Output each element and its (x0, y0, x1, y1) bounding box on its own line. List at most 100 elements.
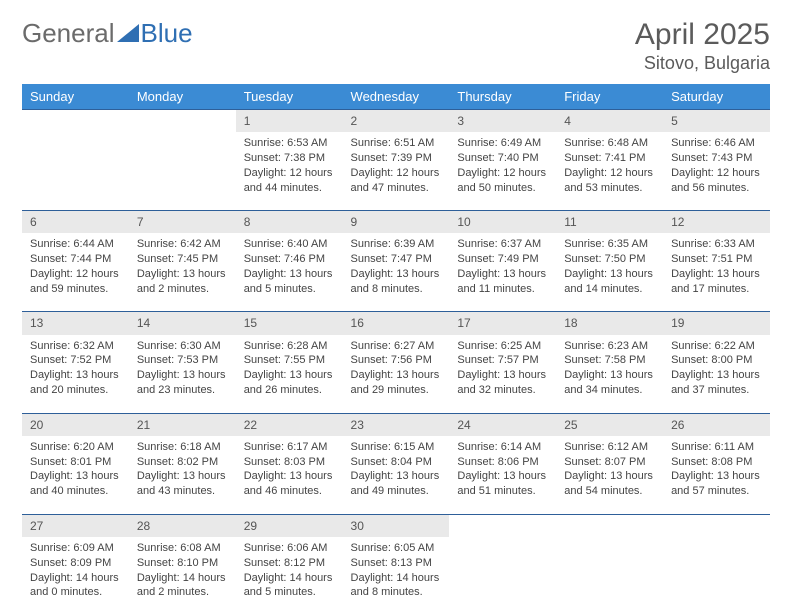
day-details: Sunrise: 6:14 AMSunset: 8:06 PMDaylight:… (449, 436, 556, 514)
sunset-text: Sunset: 7:57 PM (457, 353, 548, 368)
sunset-text: Sunset: 7:39 PM (351, 151, 442, 166)
page-title: April 2025 (635, 18, 770, 51)
weekday-header: Friday (556, 84, 663, 110)
daylight-text: Daylight: 13 hours and 49 minutes. (351, 469, 442, 499)
day-number: 16 (343, 312, 450, 334)
day-number: 11 (556, 211, 663, 233)
day-number: 1 (236, 110, 343, 132)
sunset-text: Sunset: 8:09 PM (30, 556, 121, 571)
daylight-text: Daylight: 13 hours and 20 minutes. (30, 368, 121, 398)
sunrise-text: Sunrise: 6:18 AM (137, 440, 228, 455)
calendar-cell-empty (22, 110, 129, 211)
sunrise-text: Sunrise: 6:06 AM (244, 541, 335, 556)
day-details: Sunrise: 6:53 AMSunset: 7:38 PMDaylight:… (236, 132, 343, 210)
location: Sitovo, Bulgaria (635, 53, 770, 74)
sunrise-text: Sunrise: 6:48 AM (564, 136, 655, 151)
sunset-text: Sunset: 7:56 PM (351, 353, 442, 368)
header-right: April 2025 Sitovo, Bulgaria (635, 18, 770, 74)
weekday-header: Tuesday (236, 84, 343, 110)
sunset-text: Sunset: 7:43 PM (671, 151, 762, 166)
sunset-text: Sunset: 7:41 PM (564, 151, 655, 166)
sunrise-text: Sunrise: 6:40 AM (244, 237, 335, 252)
logo: General Blue (22, 18, 193, 49)
day-details: Sunrise: 6:44 AMSunset: 7:44 PMDaylight:… (22, 233, 129, 311)
day-details: Sunrise: 6:49 AMSunset: 7:40 PMDaylight:… (449, 132, 556, 210)
sunrise-text: Sunrise: 6:20 AM (30, 440, 121, 455)
day-number: 8 (236, 211, 343, 233)
sunrise-text: Sunrise: 6:39 AM (351, 237, 442, 252)
day-details: Sunrise: 6:28 AMSunset: 7:55 PMDaylight:… (236, 335, 343, 413)
calendar-cell: 22Sunrise: 6:17 AMSunset: 8:03 PMDayligh… (236, 413, 343, 514)
calendar-row: 13Sunrise: 6:32 AMSunset: 7:52 PMDayligh… (22, 312, 770, 413)
day-number: 17 (449, 312, 556, 334)
day-number: 22 (236, 414, 343, 436)
day-number: 4 (556, 110, 663, 132)
calendar-header-row: SundayMondayTuesdayWednesdayThursdayFrid… (22, 84, 770, 110)
day-details: Sunrise: 6:51 AMSunset: 7:39 PMDaylight:… (343, 132, 450, 210)
day-details: Sunrise: 6:17 AMSunset: 8:03 PMDaylight:… (236, 436, 343, 514)
sunset-text: Sunset: 7:45 PM (137, 252, 228, 267)
day-details: Sunrise: 6:32 AMSunset: 7:52 PMDaylight:… (22, 335, 129, 413)
sunrise-text: Sunrise: 6:27 AM (351, 339, 442, 354)
day-number: 26 (663, 414, 770, 436)
day-number: 5 (663, 110, 770, 132)
day-number: 15 (236, 312, 343, 334)
calendar-cell: 28Sunrise: 6:08 AMSunset: 8:10 PMDayligh… (129, 514, 236, 615)
daylight-text: Daylight: 13 hours and 5 minutes. (244, 267, 335, 297)
sunset-text: Sunset: 8:08 PM (671, 455, 762, 470)
sunrise-text: Sunrise: 6:12 AM (564, 440, 655, 455)
sunset-text: Sunset: 8:03 PM (244, 455, 335, 470)
sunrise-text: Sunrise: 6:05 AM (351, 541, 442, 556)
weekday-header: Wednesday (343, 84, 450, 110)
calendar-cell: 9Sunrise: 6:39 AMSunset: 7:47 PMDaylight… (343, 211, 450, 312)
weekday-header: Sunday (22, 84, 129, 110)
sunset-text: Sunset: 8:00 PM (671, 353, 762, 368)
sunset-text: Sunset: 8:10 PM (137, 556, 228, 571)
day-number: 13 (22, 312, 129, 334)
calendar-cell: 30Sunrise: 6:05 AMSunset: 8:13 PMDayligh… (343, 514, 450, 615)
day-details: Sunrise: 6:20 AMSunset: 8:01 PMDaylight:… (22, 436, 129, 514)
sunrise-text: Sunrise: 6:28 AM (244, 339, 335, 354)
daylight-text: Daylight: 12 hours and 53 minutes. (564, 166, 655, 196)
calendar-cell: 18Sunrise: 6:23 AMSunset: 7:58 PMDayligh… (556, 312, 663, 413)
sunset-text: Sunset: 8:04 PM (351, 455, 442, 470)
calendar-cell: 4 Sunrise: 6:48 AMSunset: 7:41 PMDaylight… (556, 110, 663, 211)
day-details: Sunrise: 6:22 AMSunset: 8:00 PMDaylight:… (663, 335, 770, 413)
calendar-cell: 16Sunrise: 6:27 AMSunset: 7:56 PMDayligh… (343, 312, 450, 413)
day-details: Sunrise: 6:46 AMSunset: 7:43 PMDaylight:… (663, 132, 770, 210)
sunset-text: Sunset: 7:55 PM (244, 353, 335, 368)
day-details: Sunrise: 6:30 AMSunset: 7:53 PMDaylight:… (129, 335, 236, 413)
sunrise-text: Sunrise: 6:09 AM (30, 541, 121, 556)
calendar-cell: 21Sunrise: 6:18 AMSunset: 8:02 PMDayligh… (129, 413, 236, 514)
daylight-text: Daylight: 13 hours and 40 minutes. (30, 469, 121, 499)
topbar: General Blue April 2025 Sitovo, Bulgaria (22, 18, 770, 74)
daylight-text: Daylight: 12 hours and 44 minutes. (244, 166, 335, 196)
calendar-cell: 24Sunrise: 6:14 AMSunset: 8:06 PMDayligh… (449, 413, 556, 514)
daylight-text: Daylight: 13 hours and 23 minutes. (137, 368, 228, 398)
calendar-cell: 27Sunrise: 6:09 AMSunset: 8:09 PMDayligh… (22, 514, 129, 615)
sunset-text: Sunset: 8:06 PM (457, 455, 548, 470)
daylight-text: Daylight: 13 hours and 32 minutes. (457, 368, 548, 398)
daylight-text: Daylight: 12 hours and 56 minutes. (671, 166, 762, 196)
sunrise-text: Sunrise: 6:46 AM (671, 136, 762, 151)
day-number: 28 (129, 515, 236, 537)
sunset-text: Sunset: 7:44 PM (30, 252, 121, 267)
day-details: Sunrise: 6:35 AMSunset: 7:50 PMDaylight:… (556, 233, 663, 311)
day-number: 14 (129, 312, 236, 334)
day-details: Sunrise: 6:39 AMSunset: 7:47 PMDaylight:… (343, 233, 450, 311)
calendar-row: 20Sunrise: 6:20 AMSunset: 8:01 PMDayligh… (22, 413, 770, 514)
day-number: 25 (556, 414, 663, 436)
sunrise-text: Sunrise: 6:14 AM (457, 440, 548, 455)
daylight-text: Daylight: 13 hours and 2 minutes. (137, 267, 228, 297)
sunrise-text: Sunrise: 6:25 AM (457, 339, 548, 354)
calendar-cell-empty (663, 514, 770, 615)
logo-text-1: General (22, 18, 115, 49)
calendar-cell: 3Sunrise: 6:49 AMSunset: 7:40 PMDaylight… (449, 110, 556, 211)
sunset-text: Sunset: 7:53 PM (137, 353, 228, 368)
day-details: Sunrise: 6:08 AMSunset: 8:10 PMDaylight:… (129, 537, 236, 615)
sunset-text: Sunset: 7:40 PM (457, 151, 548, 166)
day-details: Sunrise: 6:12 AMSunset: 8:07 PMDaylight:… (556, 436, 663, 514)
daylight-text: Daylight: 14 hours and 5 minutes. (244, 571, 335, 601)
sunset-text: Sunset: 8:02 PM (137, 455, 228, 470)
calendar-cell: 14Sunrise: 6:30 AMSunset: 7:53 PMDayligh… (129, 312, 236, 413)
